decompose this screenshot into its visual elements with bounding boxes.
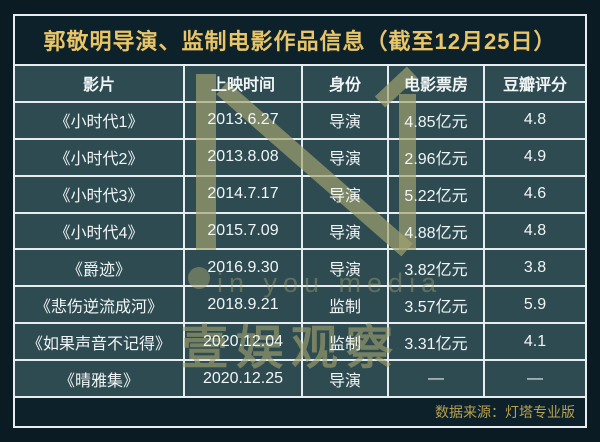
column-header-label: 影片 bbox=[82, 77, 115, 95]
table-cell-r2-c4: 4.6 bbox=[485, 176, 585, 212]
cell-value: 5.9 bbox=[523, 295, 547, 313]
table-cell-r0-c4: 4.8 bbox=[485, 102, 585, 138]
table-cell-r7-c1: 2020.12.25 bbox=[185, 361, 301, 396]
table-cell-r4-c4: 3.8 bbox=[485, 250, 585, 286]
cell-value: 导演 bbox=[328, 114, 361, 132]
film-title: 《晴雅集》 bbox=[58, 372, 139, 390]
table-cell-r0-c1: 2013.6.27 bbox=[185, 102, 301, 138]
film-title: 《爵迹》 bbox=[66, 261, 131, 279]
table-cell-r4-c1: 2016.9.30 bbox=[185, 250, 301, 286]
cell-value: 4.1 bbox=[523, 332, 547, 350]
column-header-label: 电影票房 bbox=[403, 77, 468, 95]
table-cell-r6-c0: 《如果声音不记得》 bbox=[15, 324, 183, 360]
cell-value: 2013.8.08 bbox=[207, 148, 279, 166]
table-cell-r6-c1: 2020.12.04 bbox=[185, 324, 301, 360]
table-cell-r2-c2: 导演 bbox=[303, 176, 387, 212]
table-cell-r7-c2: 导演 bbox=[303, 361, 387, 396]
table-cell-r1-c0: 《小时代2》 bbox=[15, 139, 183, 175]
table-cell-r2-c0: 《小时代3》 bbox=[15, 176, 183, 212]
column-header-label: 豆瓣评分 bbox=[502, 77, 567, 95]
table-cell-r1-c1: 2013.8.08 bbox=[185, 139, 301, 175]
movie-grid: 影片 上映时间 身份 电影票房 豆瓣评分《小时代1》 2013.6.27 导演 4.85亿元 4… bbox=[15, 66, 585, 396]
film-title: 《小时代2》 bbox=[54, 151, 144, 169]
table-cell-r1-c3: 2.96亿元 bbox=[389, 139, 483, 175]
table-cell-r3-c2: 导演 bbox=[303, 213, 387, 249]
cell-value: 3.57亿元 bbox=[404, 298, 468, 316]
cell-value: — bbox=[527, 369, 543, 387]
column-header-3: 电影票房 bbox=[389, 66, 483, 101]
cell-value: 2020.12.04 bbox=[202, 332, 284, 350]
cell-value: 2014.7.17 bbox=[207, 185, 279, 203]
cell-value: 2.96亿元 bbox=[404, 151, 468, 169]
cell-value: 4.88亿元 bbox=[404, 224, 468, 242]
cell-value: 3.82亿元 bbox=[404, 261, 468, 279]
cell-value: 5.22亿元 bbox=[404, 188, 468, 206]
column-header-2: 身份 bbox=[303, 66, 387, 101]
cell-value: 4.9 bbox=[523, 148, 547, 166]
table-cell-r1-c4: 4.9 bbox=[485, 139, 585, 175]
film-title: 《小时代1》 bbox=[54, 114, 144, 132]
cell-value: 2016.9.30 bbox=[207, 258, 279, 276]
table-cell-r3-c1: 2015.7.09 bbox=[185, 213, 301, 249]
cell-value: 4.6 bbox=[523, 185, 547, 203]
page-title-text: 郭敬明导演、监制电影作品信息（截至12月25日） bbox=[43, 29, 557, 54]
table-cell-r1-c2: 导演 bbox=[303, 139, 387, 175]
table-cell-r2-c3: 5.22亿元 bbox=[389, 176, 483, 212]
table-cell-r0-c0: 《小时代1》 bbox=[15, 102, 183, 138]
film-title: 《如果声音不记得》 bbox=[26, 335, 171, 353]
table-cell-r5-c1: 2018.9.21 bbox=[185, 287, 301, 323]
cell-value: — bbox=[428, 369, 444, 387]
film-title: 《小时代3》 bbox=[54, 188, 144, 206]
cell-value: 导演 bbox=[328, 151, 361, 169]
data-source-text: 数据来源：灯塔专业版 bbox=[435, 404, 575, 420]
table-cell-r5-c0: 《悲伤逆流成河》 bbox=[15, 287, 183, 323]
column-header-label: 上映时间 bbox=[210, 77, 275, 95]
movie-info-table: 郭敬明导演、监制电影作品信息（截至12月25日） 影片 上映时间 身份 电影票房 豆瓣评… bbox=[13, 14, 587, 428]
film-title: 《小时代4》 bbox=[54, 224, 144, 242]
table-cell-r0-c3: 4.85亿元 bbox=[389, 102, 483, 138]
film-title: 《悲伤逆流成河》 bbox=[34, 298, 163, 316]
cell-value: 2020.12.25 bbox=[202, 369, 284, 387]
cell-value: 3.8 bbox=[523, 258, 547, 276]
table-cell-r7-c4: — bbox=[485, 361, 585, 396]
table-cell-r3-c0: 《小时代4》 bbox=[15, 213, 183, 249]
table-cell-r4-c0: 《爵迹》 bbox=[15, 250, 183, 286]
table-cell-r6-c2: 监制 bbox=[303, 324, 387, 360]
cell-value: 监制 bbox=[328, 335, 361, 353]
table-cell-r7-c0: 《晴雅集》 bbox=[15, 361, 183, 396]
cell-value: 4.8 bbox=[523, 221, 547, 239]
cell-value: 导演 bbox=[328, 224, 361, 242]
column-header-1: 上映时间 bbox=[185, 66, 301, 101]
table-cell-r2-c1: 2014.7.17 bbox=[185, 176, 301, 212]
table-cell-r7-c3: — bbox=[389, 361, 483, 396]
table-cell-r6-c4: 4.1 bbox=[485, 324, 585, 360]
column-header-4: 豆瓣评分 bbox=[485, 66, 585, 101]
table-cell-r5-c4: 5.9 bbox=[485, 287, 585, 323]
column-header-label: 身份 bbox=[328, 77, 361, 95]
cell-value: 3.31亿元 bbox=[404, 335, 468, 353]
table-cell-r0-c2: 导演 bbox=[303, 102, 387, 138]
cell-value: 导演 bbox=[328, 372, 361, 390]
table-cell-r6-c3: 3.31亿元 bbox=[389, 324, 483, 360]
cell-value: 监制 bbox=[328, 298, 361, 316]
cell-value: 2015.7.09 bbox=[207, 221, 279, 239]
page-title: 郭敬明导演、监制电影作品信息（截至12月25日） bbox=[15, 16, 585, 64]
table-cell-r4-c3: 3.82亿元 bbox=[389, 250, 483, 286]
cell-value: 4.85亿元 bbox=[404, 114, 468, 132]
cell-value: 2018.9.21 bbox=[207, 295, 279, 313]
table-cell-r5-c2: 监制 bbox=[303, 287, 387, 323]
cell-value: 4.8 bbox=[523, 111, 547, 129]
data-source: 数据来源：灯塔专业版 bbox=[15, 398, 585, 426]
cell-value: 导演 bbox=[328, 261, 361, 279]
column-header-0: 影片 bbox=[15, 66, 183, 101]
table-cell-r4-c2: 导演 bbox=[303, 250, 387, 286]
table-cell-r5-c3: 3.57亿元 bbox=[389, 287, 483, 323]
table-cell-r3-c3: 4.88亿元 bbox=[389, 213, 483, 249]
cell-value: 导演 bbox=[328, 188, 361, 206]
table-cell-r3-c4: 4.8 bbox=[485, 213, 585, 249]
cell-value: 2013.6.27 bbox=[207, 111, 279, 129]
